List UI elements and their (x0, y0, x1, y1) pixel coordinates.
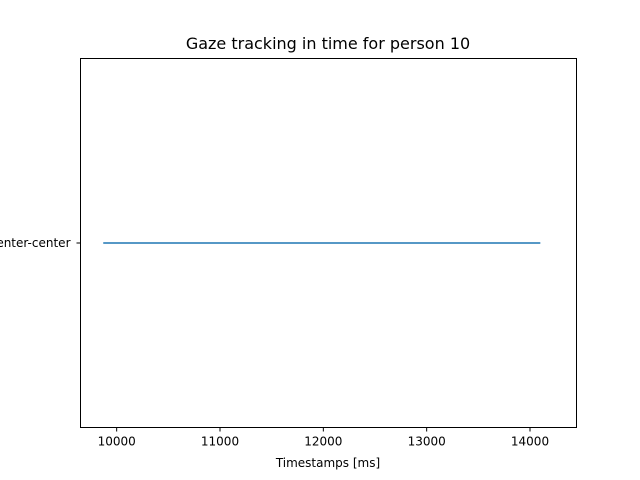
x-axis-label: Timestamps [ms] (275, 456, 380, 470)
y-axis: center-center (0, 236, 81, 250)
y-tick-label: center-center (0, 236, 71, 250)
x-axis: 10000 11000 12000 13000 14000 (98, 427, 549, 449)
x-tick-label: 10000 (98, 435, 136, 449)
x-tick-label: 14000 (511, 435, 549, 449)
chart-title: Gaze tracking in time for person 10 (186, 34, 470, 53)
x-tick-label: 11000 (201, 435, 239, 449)
plot-area: 10000 11000 12000 13000 14000 center-center (0, 58, 577, 449)
x-tick-label: 13000 (408, 435, 446, 449)
x-tick-label: 12000 (304, 435, 342, 449)
